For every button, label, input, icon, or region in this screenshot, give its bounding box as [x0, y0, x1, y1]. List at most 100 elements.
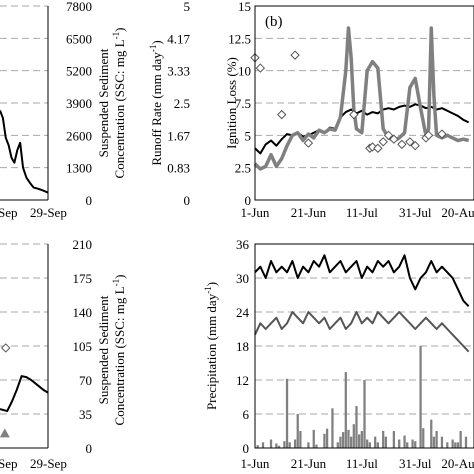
precipitation-bar — [366, 439, 369, 448]
y-tick-label: 12 — [236, 373, 249, 388]
y-tick-label: 1300 — [66, 161, 92, 176]
precipitation-bar — [432, 436, 436, 448]
series-line-upper — [254, 254, 470, 308]
diamond-point — [373, 143, 383, 153]
y-axis-label-line1: Suspended Sediment — [96, 48, 111, 157]
precipitation-bar — [358, 434, 361, 448]
x-tick-label: 29-Sep — [30, 456, 67, 471]
precipitation-bar — [269, 439, 273, 448]
precipitation-bar — [403, 435, 406, 448]
precipitation-bar — [355, 406, 358, 448]
precipitation-bar — [360, 431, 363, 448]
x-tick-label: 11-Jul — [346, 456, 378, 471]
diamond-point — [410, 140, 420, 151]
y-tick-label: 1.67 — [167, 128, 190, 143]
diamond-point — [383, 130, 394, 141]
precipitation-bar — [347, 429, 350, 448]
panel-label: (b) — [265, 14, 283, 30]
y-tick-label: 4.17 — [167, 31, 190, 46]
ssc-line — [0, 110, 49, 194]
y-tick-label: 105 — [73, 339, 93, 354]
y-tick-label: 24 — [236, 305, 250, 320]
y-axis-label-precipitation: Precipitation (mm day-1) — [203, 282, 219, 410]
y-tick-label: 3900 — [66, 96, 92, 111]
diamond-point — [397, 139, 407, 150]
y-tick-label: 35 — [79, 407, 92, 422]
runoff-line — [253, 26, 470, 171]
y-tick-label: 0 — [245, 193, 252, 208]
y-tick-label: 12.5 — [228, 31, 251, 46]
precipitation-bar — [435, 431, 438, 448]
diamond-point — [423, 130, 434, 141]
y-tick-label: 5 — [245, 128, 252, 143]
diamond-point — [1, 343, 11, 353]
y-tick-label: 175 — [73, 271, 93, 286]
precipitation-bar — [296, 414, 299, 448]
precipitation-bar — [456, 442, 460, 448]
precipitation-bar — [411, 439, 414, 448]
diamond-point — [405, 137, 415, 147]
precipitation-bar — [451, 439, 454, 448]
x-tick-label: 21-Jun — [291, 456, 327, 471]
precipitation-bar — [344, 372, 347, 448]
y-tick-label: 10 — [238, 64, 251, 79]
precipitation-bar — [339, 436, 342, 448]
precipitation-bar — [440, 436, 444, 448]
precipitation-bar — [256, 445, 259, 448]
diamond-point — [303, 138, 314, 148]
precipitation-bar — [261, 442, 265, 448]
precipitation-bar — [285, 378, 289, 448]
precipitation-bar — [406, 442, 409, 448]
precipitation-bar — [464, 436, 468, 448]
x-tick-label: 1-Jun — [241, 456, 270, 471]
y-tick-label: 3.33 — [167, 64, 190, 79]
y-axis-label-line2: Concentration (SSC: mg L-1) — [111, 28, 127, 179]
plot-frame — [254, 243, 474, 449]
precipitation-bar — [315, 444, 318, 448]
x-tick-label: Sep — [0, 456, 18, 471]
y-tick-label: 15 — [238, 0, 251, 14]
x-tick-label: 31-Jul — [399, 456, 432, 471]
y-axis-label-runoff: Runoff Rate (mm day-1) — [148, 40, 164, 165]
panel-bottom-left: 0 35 70 105 140 175 210 Sep 29-Sep Suspended S… — [0, 237, 127, 471]
precipitation-bar — [430, 419, 433, 448]
y-tick-label: 5200 — [66, 64, 92, 79]
precipitation-bar — [288, 442, 291, 448]
precipitation-bar — [277, 445, 281, 448]
y-tick-label: 5 — [184, 0, 191, 14]
precipitation-bar — [323, 433, 326, 448]
diamond-point — [255, 63, 266, 73]
precipitation-bar — [398, 439, 401, 448]
precipitation-bar — [414, 441, 417, 448]
y-tick-label: 2600 — [66, 128, 92, 143]
y-tick-label: 2.5 — [174, 96, 190, 111]
diamond-point — [437, 129, 447, 139]
panel-top-right: (b) 0 0.83 1.67 2.5 3.33 4.17 5 0 2.5 5 7.5 10 12.5… — [148, 0, 474, 220]
y-tick-label: 30 — [236, 271, 249, 286]
y-axis-label-line2: Concentration (SSC: mg L-1) — [111, 275, 127, 426]
precipitation-bar — [382, 431, 385, 448]
x-tick-label: Sep — [0, 205, 18, 220]
precipitation-bar — [374, 436, 377, 448]
y-tick-label: 7800 — [66, 0, 92, 14]
y-tick-label: 6 — [243, 407, 250, 422]
diamond-point — [389, 134, 399, 144]
precipitation-bar — [299, 431, 302, 448]
precipitation-bar — [392, 431, 396, 448]
precipitation-bar — [336, 442, 339, 448]
precipitation-bar — [325, 428, 329, 448]
triangle-point — [0, 428, 10, 438]
precipitation-bar — [341, 432, 345, 448]
x-tick-label: 29-Sep — [30, 205, 67, 220]
precipitation-bar — [446, 442, 449, 448]
y-tick-label: 0 — [243, 441, 250, 456]
precipitation-bar — [419, 346, 422, 448]
panel-bottom-right: 0 6 12 18 24 30 36 1-Jun 21-Jun 11-Jul 31-Jul 20-A… — [203, 237, 474, 471]
x-tick-label: 21-Jun — [291, 205, 327, 220]
x-tick-label: 20-Au — [441, 456, 474, 471]
y-tick-label: 36 — [236, 237, 250, 252]
y-tick-label: 140 — [73, 305, 93, 320]
precipitation-bar — [368, 442, 371, 448]
precipitation-bar — [384, 436, 388, 448]
